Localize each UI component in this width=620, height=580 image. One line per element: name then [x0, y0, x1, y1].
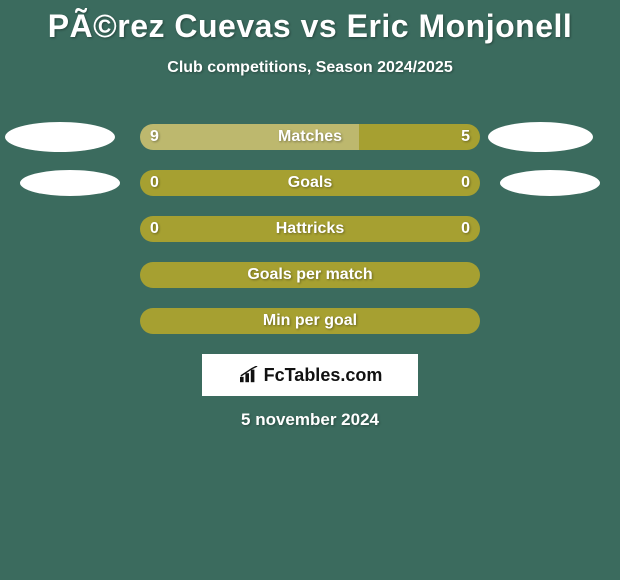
value-right: 0 — [461, 216, 470, 242]
stat-rows-container: Matches95Goals00Hattricks00Goals per mat… — [0, 124, 620, 354]
row-label: Goals — [0, 170, 620, 196]
stat-row: Goals0 0 — [0, 170, 620, 196]
row-label: Min per goal — [0, 308, 620, 334]
logo: FcTables.com — [238, 365, 383, 386]
row-label: Hattricks — [0, 216, 620, 242]
page-title: PÃ©rez Cuevas vs Eric Monjonell — [0, 0, 620, 45]
stat-row: Min per goal — [0, 308, 620, 334]
logo-box: FcTables.com — [202, 354, 418, 396]
value-right: 0 — [461, 170, 470, 196]
chart-background: PÃ©rez Cuevas vs Eric Monjonell Club com… — [0, 0, 620, 580]
row-label: Goals per match — [0, 262, 620, 288]
value-right: 5 — [461, 124, 470, 150]
date-label: 5 november 2024 — [0, 410, 620, 430]
bars-icon — [238, 366, 260, 384]
stat-row: Matches9 5 — [0, 124, 620, 150]
value-left: 9 — [150, 124, 159, 150]
value-left: 0 — [150, 170, 159, 196]
stat-row: Hattricks0 0 — [0, 216, 620, 242]
value-left: 0 — [150, 216, 159, 242]
subtitle: Club competitions, Season 2024/2025 — [0, 59, 620, 77]
logo-text: FcTables.com — [264, 365, 383, 386]
row-label: Matches — [0, 124, 620, 150]
stat-row: Goals per match — [0, 262, 620, 288]
